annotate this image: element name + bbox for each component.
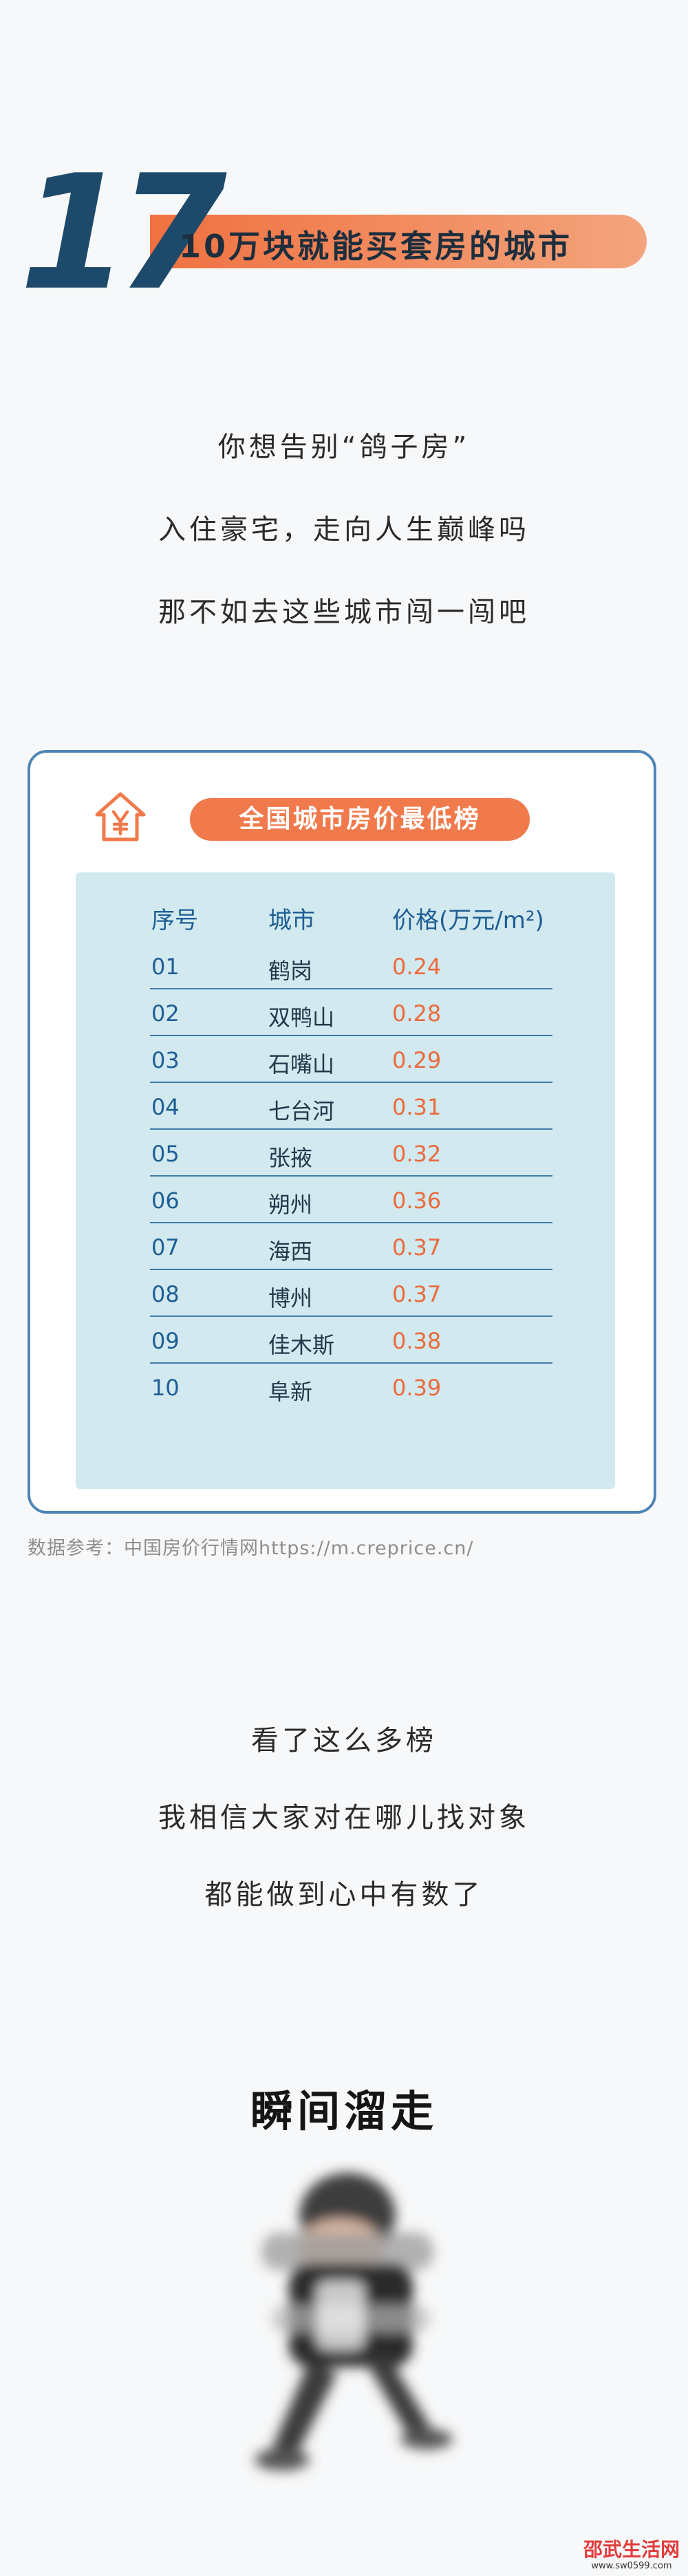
price-value: 0.37 (392, 1234, 442, 1260)
table-row: 05 张掖 0.32 (150, 1128, 552, 1177)
watermark-url: www.sw0599.com (591, 2561, 672, 2571)
price-value: 0.29 (392, 1047, 442, 1073)
rank-number: 10 (151, 1375, 180, 1401)
intro-text: 你想告别“鸽子房” 入住豪宅，走向人生巅峰吗 那不如去这些城市闯一闯吧 (0, 420, 688, 667)
header: 17 10万块就能买套房的城市 (0, 0, 688, 323)
intro-line: 那不如去这些城市闯一闯吧 (158, 597, 530, 628)
table-row: 08 博州 0.37 (150, 1269, 552, 1317)
punchline: 瞬间溜走 (250, 2086, 438, 2136)
outro-line: 看了这么多榜 (251, 1725, 437, 1757)
table-row: 06 朔州 0.36 (150, 1175, 552, 1223)
outro-line: 都能做到心中有数了 (204, 1879, 484, 1911)
intro-line: 入住豪宅，走向人生巅峰吗 (158, 514, 530, 546)
watermark-title: 邵武生活网 (583, 2538, 680, 2561)
table-row: 10 阜新 0.39 (150, 1362, 552, 1409)
title-bar (150, 215, 647, 268)
rank-number: 08 (151, 1281, 180, 1307)
city-name: 鹤岗 (268, 958, 313, 984)
house-yen-icon (95, 792, 146, 841)
ranking-table (76, 872, 615, 1489)
outro-line: 我相信大家对在哪儿找对象 (158, 1802, 530, 1834)
issue-number: 17 (19, 142, 227, 325)
ranking-title: 全国城市房价最低榜 (190, 798, 530, 841)
table-row: 02 双鸭山 0.28 (150, 988, 552, 1036)
rank-number: 04 (151, 1094, 180, 1120)
table-row: 09 佳木斯 0.38 (150, 1316, 552, 1364)
table-row: 07 海西 0.37 (150, 1222, 552, 1270)
price-value: 0.37 (392, 1281, 442, 1307)
rank-number: 05 (151, 1141, 180, 1167)
site-watermark: 邵武生活网 www.sw0599.com (575, 2539, 688, 2576)
city-name: 阜新 (268, 1379, 313, 1405)
city-name: 张掖 (268, 1145, 313, 1171)
price-value: 0.24 (392, 954, 442, 980)
price-value: 0.39 (392, 1375, 442, 1401)
blurred-running-person-image (255, 2173, 453, 2471)
city-name: 佳木斯 (268, 1332, 335, 1358)
column-header-price: 价格(万元/m²) (392, 907, 544, 934)
price-value: 0.38 (392, 1328, 442, 1354)
rank-number: 03 (151, 1047, 180, 1073)
outro-text: 看了这么多榜 我相信大家对在哪儿找对象 都能做到心中有数了 (0, 1713, 688, 1944)
city-name: 海西 (268, 1238, 313, 1265)
price-value: 0.32 (392, 1141, 442, 1167)
page-title: 10万块就能买套房的城市 (179, 228, 573, 265)
column-header-rank: 序号 (151, 907, 198, 934)
price-value: 0.28 (392, 1000, 442, 1027)
city-name: 七台河 (268, 1098, 335, 1124)
city-name: 朔州 (268, 1192, 313, 1218)
price-value: 0.36 (392, 1188, 442, 1214)
column-header-city: 城市 (268, 907, 315, 934)
table-row: 01 鹤岗 0.24 (150, 941, 552, 989)
city-name: 博州 (268, 1285, 313, 1311)
table-row: 03 石嘴山 0.29 (150, 1035, 552, 1083)
rank-number: 07 (151, 1234, 180, 1260)
intro-line: 你想告别“鸽子房” (217, 431, 471, 463)
city-name: 石嘴山 (268, 1051, 335, 1077)
data-source-note: 数据参考：中国房价行情网https://m.creprice.cn/ (28, 1538, 474, 1559)
table-row: 04 七台河 0.31 (150, 1082, 552, 1130)
rank-number: 06 (151, 1188, 180, 1214)
city-name: 双鸭山 (268, 1005, 335, 1031)
rank-number: 09 (151, 1328, 180, 1354)
rank-number: 01 (151, 954, 180, 980)
price-value: 0.31 (392, 1094, 442, 1120)
rank-number: 02 (151, 1000, 180, 1027)
